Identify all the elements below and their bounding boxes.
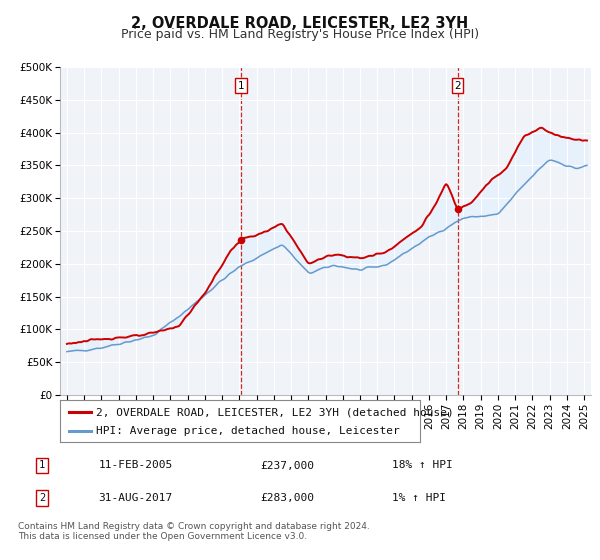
Text: 2, OVERDALE ROAD, LEICESTER, LE2 3YH: 2, OVERDALE ROAD, LEICESTER, LE2 3YH bbox=[131, 16, 469, 31]
Text: £237,000: £237,000 bbox=[260, 460, 314, 470]
Text: £283,000: £283,000 bbox=[260, 493, 314, 503]
Text: HPI: Average price, detached house, Leicester: HPI: Average price, detached house, Leic… bbox=[96, 427, 400, 436]
Text: 31-AUG-2017: 31-AUG-2017 bbox=[98, 493, 173, 503]
Text: Price paid vs. HM Land Registry's House Price Index (HPI): Price paid vs. HM Land Registry's House … bbox=[121, 28, 479, 41]
Text: 1: 1 bbox=[238, 81, 245, 91]
Text: 2, OVERDALE ROAD, LEICESTER, LE2 3YH (detached house): 2, OVERDALE ROAD, LEICESTER, LE2 3YH (de… bbox=[96, 407, 454, 417]
Text: Contains HM Land Registry data © Crown copyright and database right 2024.
This d: Contains HM Land Registry data © Crown c… bbox=[18, 522, 370, 542]
Text: 1% ↑ HPI: 1% ↑ HPI bbox=[392, 493, 446, 503]
Text: 18% ↑ HPI: 18% ↑ HPI bbox=[392, 460, 453, 470]
Text: 2: 2 bbox=[454, 81, 461, 91]
Text: 1: 1 bbox=[39, 460, 46, 470]
Text: 11-FEB-2005: 11-FEB-2005 bbox=[98, 460, 173, 470]
Text: 2: 2 bbox=[39, 493, 46, 503]
